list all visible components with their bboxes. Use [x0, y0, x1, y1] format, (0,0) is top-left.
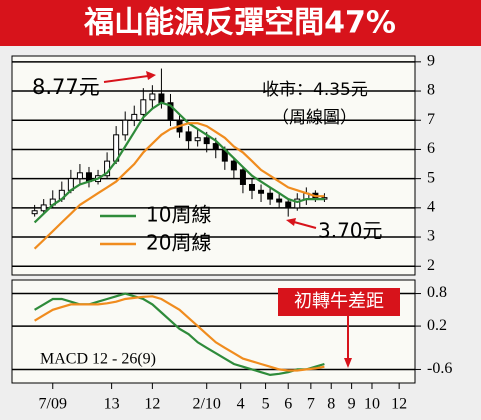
- candle-body: [194, 137, 201, 142]
- chart-title: 福山能源反彈空間47%: [83, 6, 396, 41]
- legend-label: 20周線: [146, 231, 211, 255]
- candle-body: [31, 210, 38, 215]
- x-tick-label: 12: [144, 396, 160, 413]
- y-tick-label: 0.2: [427, 317, 447, 334]
- panel-title: MACD 12 - 26(9): [40, 351, 156, 368]
- candle-body: [294, 198, 301, 209]
- candle-body: [276, 198, 283, 203]
- y-tick-label: 9: [427, 53, 435, 70]
- x-tick-label: 9: [348, 396, 356, 413]
- candle-body: [285, 201, 292, 209]
- y-tick-label: 2: [427, 257, 435, 274]
- y-tick-label: -0.6: [427, 360, 452, 377]
- candle-body: [203, 137, 210, 145]
- price-panel: [11, 55, 416, 276]
- x-tick-label: 7/09: [39, 396, 67, 413]
- candle-body: [76, 172, 83, 180]
- y-tick-label: 5: [427, 169, 435, 186]
- y-tick-label: 3: [427, 228, 435, 245]
- arrow-head: [146, 71, 156, 80]
- arrow-head: [344, 358, 352, 368]
- candle-body: [239, 169, 246, 185]
- annotation: 初轉牛差距: [294, 291, 384, 312]
- x-tick-label: 8: [327, 396, 335, 413]
- y-tick-label: 0.8: [427, 284, 447, 301]
- candle-body: [258, 189, 265, 194]
- candle-body: [185, 131, 192, 142]
- title-bar: [0, 0, 481, 46]
- candle-body: [131, 113, 138, 121]
- y-tick-label: 7: [427, 111, 435, 128]
- candle-body: [248, 183, 255, 191]
- candle-body: [267, 192, 274, 200]
- candle-body: [167, 102, 174, 121]
- arrow-head: [286, 218, 296, 226]
- annotation: 8.77元: [32, 75, 100, 99]
- arrow: [103, 75, 149, 83]
- line: [33, 122, 325, 250]
- arrow: [293, 221, 317, 229]
- candle-body: [140, 99, 147, 115]
- annotation: 3.70元: [318, 219, 383, 243]
- x-tick-label: 2/10: [192, 396, 220, 413]
- callout-box: [278, 288, 400, 316]
- x-tick-label: 10: [364, 396, 380, 413]
- y-tick-label: 4: [427, 199, 435, 216]
- line: [34, 295, 325, 372]
- annotation: （周線圖）: [272, 108, 357, 128]
- x-tick-label: 6: [284, 396, 292, 413]
- x-tick-label: 12: [391, 396, 407, 413]
- legend-label: 10周線: [146, 203, 211, 227]
- candle-body: [212, 143, 219, 150]
- line: [33, 101, 325, 224]
- x-tick-label: 4: [237, 396, 245, 413]
- annotation: 收市：4.35元: [262, 80, 368, 100]
- x-tick-label: 5: [262, 396, 270, 413]
- x-tick-label: 7: [307, 396, 315, 413]
- y-tick-label: 8: [427, 82, 435, 99]
- candle-body: [158, 93, 165, 104]
- candle-body: [230, 160, 237, 171]
- x-tick-label: 13: [104, 396, 120, 413]
- candle-body: [149, 93, 156, 101]
- y-tick-label: 6: [427, 140, 435, 157]
- candle-body: [40, 204, 47, 212]
- candle-body: [122, 119, 129, 136]
